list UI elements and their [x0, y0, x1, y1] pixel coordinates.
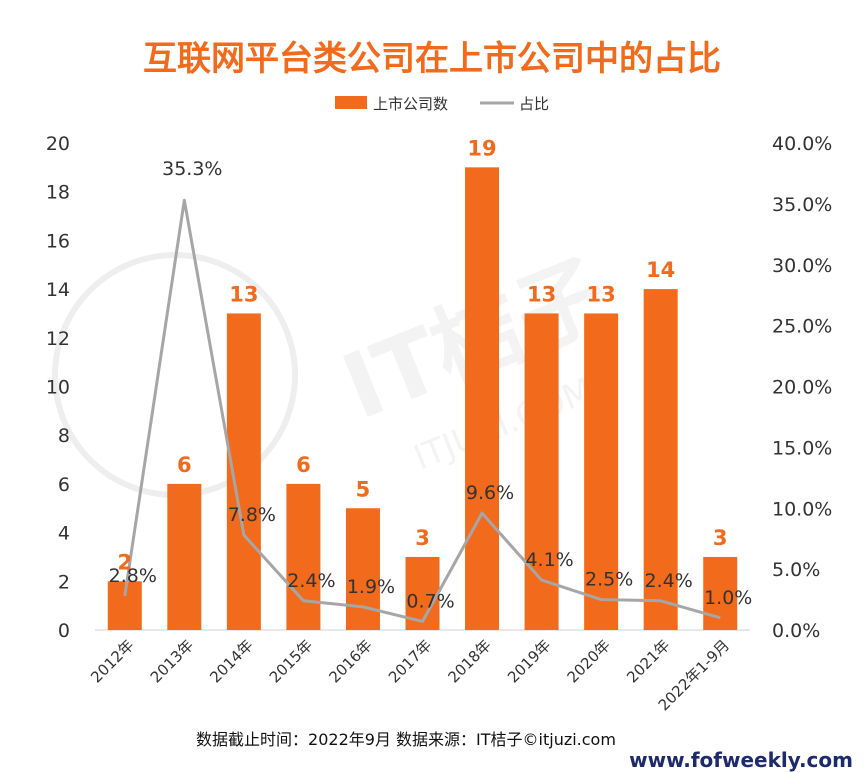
bar-value-label: 6	[296, 453, 311, 477]
left-axis-tick-label: 12	[46, 328, 70, 350]
legend-bar-label: 上市公司数	[373, 95, 448, 113]
legend: 上市公司数 占比	[335, 95, 549, 113]
right-axis-tick-label: 35.0%	[772, 194, 832, 216]
bar-value-label: 14	[646, 258, 675, 282]
bar	[286, 483, 321, 630]
percent-label: 9.6%	[466, 482, 514, 504]
bar-value-labels: 2 6 13 6 5 3 19 13 13 14 3	[117, 136, 727, 574]
percent-labels: 2.8% 35.3% 7.8% 2.4% 1.9% 0.7% 9.6% 4.1% 2.5% 2.4…	[109, 158, 753, 612]
right-axis-tick-label: 15.0%	[772, 437, 832, 459]
right-axis-tick-label: 40.0%	[772, 133, 832, 155]
bar-value-label: 2	[117, 550, 132, 574]
bar	[465, 167, 500, 630]
bar	[167, 483, 202, 630]
x-axis-tick-label: 2015年	[266, 636, 316, 686]
legend-bar-swatch	[335, 96, 367, 109]
data-source-note: 数据截止时间：2022年9月 数据来源：IT桔子©itjuzi.com	[196, 730, 616, 749]
x-axis-tick-label: 2021年	[623, 636, 673, 686]
left-axis-tick-label: 10	[46, 377, 70, 399]
bar-value-label: 3	[415, 526, 430, 550]
percent-label: 0.7%	[406, 590, 454, 612]
percent-label: 7.8%	[228, 504, 276, 526]
chart-title: 互联网平台类公司在上市公司中的占比	[143, 39, 721, 79]
x-axis-tick-label: 2016年	[325, 636, 375, 686]
right-axis-tick-label: 20.0%	[772, 377, 832, 399]
x-axis-tick-label: 2019年	[504, 636, 554, 686]
bar-series	[107, 167, 738, 630]
percent-label: 2.4%	[645, 570, 693, 592]
bar	[643, 289, 678, 630]
bar-value-label: 13	[587, 282, 616, 306]
percent-label: 35.3%	[162, 158, 222, 180]
line-series	[123, 198, 721, 623]
bar-value-label: 6	[177, 453, 192, 477]
left-axis-tick-label: 18	[46, 182, 70, 204]
right-axis-tick-label: 25.0%	[772, 316, 832, 338]
right-axis-tick-label: 10.0%	[772, 498, 832, 520]
bar-value-label: 13	[527, 282, 556, 306]
right-axis-ticks: 0.0% 5.0% 10.0% 15.0% 20.0% 25.0% 30.0% 35.0% 40…	[772, 133, 832, 642]
bar	[584, 313, 619, 630]
left-axis-tick-label: 8	[58, 425, 70, 447]
percent-line	[123, 198, 721, 623]
legend-line-label: 占比	[519, 95, 549, 113]
bar	[524, 313, 559, 630]
percent-label: 4.1%	[525, 549, 573, 571]
left-axis-tick-label: 0	[58, 620, 70, 642]
percent-label: 2.4%	[287, 570, 335, 592]
left-axis-tick-label: 6	[58, 474, 70, 496]
percent-label: 2.5%	[585, 569, 633, 591]
bar-value-label: 3	[713, 526, 728, 550]
bar-value-label: 5	[356, 477, 371, 501]
bar-value-label: 13	[229, 282, 258, 306]
x-axis-tick-label: 2018年	[445, 636, 495, 686]
right-axis-tick-label: 0.0%	[772, 620, 820, 642]
bar	[345, 508, 380, 630]
left-axis-tick-label: 2	[58, 571, 70, 593]
left-axis-tick-label: 4	[58, 523, 70, 545]
x-axis-tick-label: 2012年	[87, 636, 137, 686]
x-axis-tick-label: 2013年	[147, 636, 197, 686]
left-axis-tick-label: 20	[46, 133, 70, 155]
percent-label: 1.0%	[704, 587, 752, 609]
right-axis-tick-label: 5.0%	[772, 559, 820, 581]
x-axis-tick-label: 2017年	[385, 636, 435, 686]
percent-label: 1.9%	[347, 576, 395, 598]
bar-value-label: 19	[467, 136, 496, 160]
x-axis-tick-label: 2020年	[564, 636, 614, 686]
percent-label: 2.8%	[109, 565, 157, 587]
left-axis-tick-label: 16	[46, 230, 70, 252]
left-axis-ticks: 0 2 4 6 8 10 12 14 16 18 20	[46, 133, 70, 642]
x-axis-ticks: 2012年 2013年 2014年 2015年 2016年 2017年 2018年 2019年…	[87, 636, 733, 714]
left-axis-tick-label: 14	[46, 279, 70, 301]
x-axis-tick-label: 2014年	[206, 636, 256, 686]
right-axis-tick-label: 30.0%	[772, 255, 832, 277]
website-watermark: www.fofweekly.com	[629, 748, 853, 772]
